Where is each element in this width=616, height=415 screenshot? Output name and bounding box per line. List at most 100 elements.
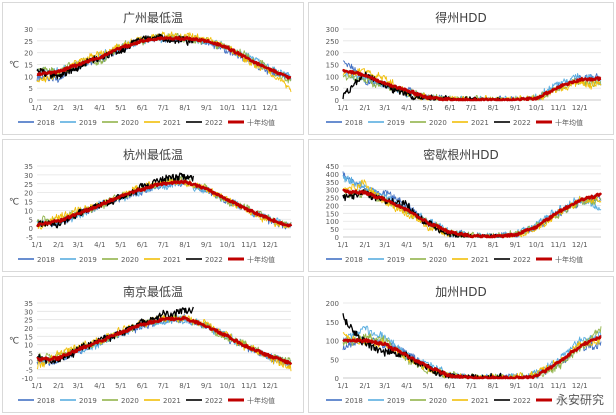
series-line-2021: [343, 179, 602, 238]
x-tick-label: 8/1: [488, 382, 499, 390]
x-tick-label: 6/1: [137, 382, 148, 390]
legend-label: 2020: [429, 256, 447, 264]
x-tick-label: 3/1: [73, 104, 84, 112]
y-tick-label: 50: [330, 356, 339, 364]
x-tick-label: 11/1: [551, 241, 567, 249]
y-tick-label: 20: [24, 190, 33, 198]
legend-label: 2022: [513, 397, 531, 405]
legend-label: 2019: [79, 397, 97, 405]
chart-panel: 得州HDD 0 50 100 150 200 250 300 1/1 2/1 3/1 4/1 5/1 6/…: [308, 2, 614, 135]
legend-label: 2020: [121, 397, 139, 405]
chart-svg: 0 5 10 15 20 25 30 ℃ 1/1 2/1 3/1 4/1 5/1 6/1 7/1 8/1 9/1…: [9, 26, 292, 127]
x-tick-label: 6/1: [444, 382, 455, 390]
y-axis-label: ℃: [9, 337, 19, 347]
legend-label: 2018: [345, 397, 363, 405]
x-tick-label: 7/1: [466, 382, 477, 390]
x-tick-label: 11/1: [551, 104, 567, 112]
x-tick-label: 11/1: [241, 241, 257, 249]
x-tick-label: 9/1: [510, 241, 521, 249]
x-tick-label: 2/1: [53, 382, 64, 390]
x-tick-label: 2/1: [359, 104, 370, 112]
chart-svg: 0 50 100 150 200 250 300 1/1 2/1 3/1 4/1 5/1 6/1 7/1 8…: [326, 26, 602, 127]
x-tick-label: 8/1: [488, 241, 499, 249]
x-tick-label: 2/1: [53, 104, 64, 112]
x-tick-label: 7/1: [466, 241, 477, 249]
x-tick-label: 10/1: [220, 241, 236, 249]
y-tick-label: 250: [326, 195, 339, 203]
x-tick-label: 6/1: [137, 241, 148, 249]
y-tick-label: 150: [326, 319, 339, 327]
y-tick-label: 200: [326, 202, 339, 210]
x-tick-label: 6/1: [137, 104, 148, 112]
series-line-十年均值: [341, 68, 602, 102]
x-tick-label: 12/1: [262, 382, 278, 390]
y-tick-label: 100: [326, 73, 339, 81]
legend-label: 2019: [387, 256, 405, 264]
y-tick-label: 0: [29, 358, 33, 366]
chart-svg: 0 50 100 150 200 1/1 2/1 3/1 4/1 5/1 6/1 7/1 8/1 9/1 1…: [326, 300, 602, 405]
legend-label: 2021: [471, 119, 489, 127]
x-tick-label: 12/1: [572, 382, 588, 390]
legend-label: 十年均值: [555, 118, 583, 127]
legend-label: 2021: [471, 397, 489, 405]
y-tick-label: 25: [24, 181, 33, 189]
y-tick-label: 15: [24, 333, 33, 341]
chart-panel: 密歇根州HDD 0 50 100 150 200 250 300 350 400 450 1/1 2/1…: [308, 139, 614, 272]
x-tick-label: 2/1: [359, 241, 370, 249]
x-tick-label: 5/1: [422, 104, 433, 112]
y-tick-label: -5: [26, 234, 33, 242]
x-tick-label: 5/1: [422, 241, 433, 249]
series-line-十年均值: [342, 188, 603, 239]
y-tick-label: 150: [326, 62, 339, 70]
x-tick-label: 1/1: [31, 382, 42, 390]
chart-title: 南京最低温: [122, 285, 183, 299]
legend-label: 十年均值: [247, 255, 275, 264]
x-tick-label: 3/1: [73, 382, 84, 390]
x-tick-label: 12/1: [572, 104, 588, 112]
series-line-2021: [36, 31, 292, 93]
x-tick-label: 2/1: [359, 382, 370, 390]
y-tick-label: 50: [330, 226, 339, 234]
chart-panel: 南京最低温 -10 -5 0 5 10 15 20 25 30 35 ℃ 1/1 2/1 3/1 4/1 5/1…: [2, 276, 304, 413]
x-tick-label: 11/1: [241, 104, 257, 112]
legend-label: 2019: [387, 119, 405, 127]
x-tick-label: 3/1: [73, 241, 84, 249]
y-tick-label: 300: [326, 26, 339, 34]
x-tick-label: 9/1: [510, 104, 521, 112]
legend-label: 2018: [37, 397, 55, 405]
x-tick-label: 12/1: [572, 241, 588, 249]
y-tick-label: 0: [335, 375, 339, 383]
y-tick-label: 30: [24, 308, 33, 316]
y-tick-label: 25: [24, 317, 33, 325]
legend-label: 十年均值: [247, 396, 275, 405]
y-axis-label: ℃: [9, 198, 19, 208]
y-tick-label: 20: [24, 50, 33, 58]
series-line-2018: [342, 171, 602, 238]
legend-label: 2018: [37, 119, 55, 127]
x-tick-label: 4/1: [401, 241, 412, 249]
y-tick-label: 30: [24, 172, 33, 180]
y-tick-label: 35: [24, 163, 33, 171]
x-tick-label: 9/1: [510, 382, 521, 390]
x-tick-label: 2/1: [53, 241, 64, 249]
x-tick-label: 6/1: [444, 241, 455, 249]
y-tick-label: 15: [24, 62, 33, 70]
legend-label: 2020: [121, 256, 139, 264]
x-tick-label: 11/1: [551, 382, 567, 390]
series-line-十年均值: [36, 315, 293, 366]
y-tick-label: -10: [22, 375, 33, 383]
x-tick-label: 10/1: [529, 104, 545, 112]
x-tick-label: 1/1: [31, 104, 42, 112]
y-tick-label: 10: [24, 207, 33, 215]
x-tick-label: 10/1: [529, 382, 545, 390]
x-tick-label: 5/1: [115, 104, 126, 112]
series-line-2019: [342, 174, 602, 238]
series-line-十年均值: [36, 36, 292, 80]
x-tick-label: 4/1: [94, 382, 105, 390]
x-tick-label: 3/1: [379, 241, 390, 249]
y-tick-label: 0: [335, 234, 339, 242]
y-tick-label: 50: [330, 85, 339, 93]
x-tick-label: 7/1: [158, 382, 169, 390]
